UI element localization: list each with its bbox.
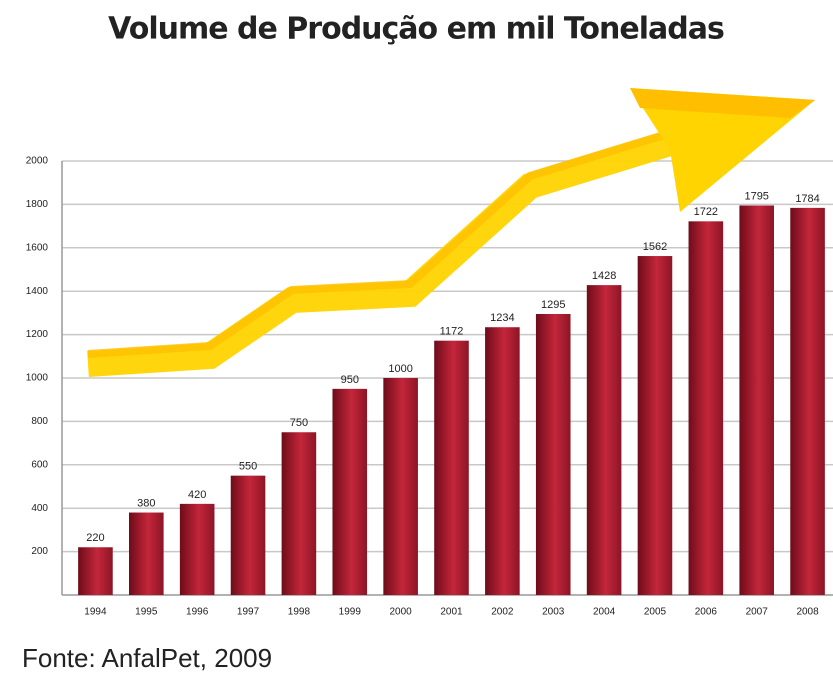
x-tick-label: 1997	[237, 607, 260, 618]
source-note: Fonte: AnfalPet, 2009	[22, 643, 272, 673]
value-label: 1795	[744, 190, 768, 202]
bar	[129, 513, 164, 595]
bar	[536, 314, 571, 595]
x-tick-label: 2005	[644, 607, 667, 618]
x-tick-label: 2003	[542, 607, 565, 618]
bar	[434, 341, 469, 595]
value-label: 1234	[490, 312, 514, 324]
value-label: 380	[137, 497, 155, 509]
bar	[282, 432, 317, 595]
x-tick-label: 2006	[695, 607, 718, 618]
value-label: 420	[188, 489, 206, 501]
y-tick-label: 400	[31, 503, 48, 514]
x-tick-label: 2007	[746, 607, 769, 618]
y-tick-label: 1600	[26, 242, 49, 253]
value-label: 1784	[795, 193, 819, 205]
x-tick-label: 1999	[339, 607, 362, 618]
value-label: 1295	[541, 299, 565, 311]
bar	[78, 547, 113, 595]
x-tick-label: 2004	[593, 607, 616, 618]
value-label: 1562	[643, 241, 667, 253]
bar	[638, 256, 673, 595]
x-tick-label: 2001	[440, 607, 463, 618]
bar	[689, 221, 724, 595]
value-label: 1722	[694, 206, 718, 218]
value-label: 1428	[592, 270, 616, 282]
value-label: 1000	[388, 363, 412, 375]
x-tick-label: 2000	[390, 607, 413, 618]
value-label: 950	[341, 374, 359, 386]
value-label: 750	[290, 417, 308, 429]
bar	[231, 476, 266, 595]
x-tick-label: 2008	[796, 607, 819, 618]
bar	[739, 205, 774, 595]
x-tick-label: 2002	[491, 607, 514, 618]
chart: Volume de Produção em mil Toneladas 2004…	[0, 0, 833, 679]
bar	[383, 378, 418, 595]
plot-area: 200 400 600 800 1000 1200 1400 1600 1800 2000 1994…	[26, 156, 833, 618]
y-tick-label: 600	[31, 459, 48, 470]
x-tick-label: 1994	[84, 607, 107, 618]
x-tick-label: 1998	[288, 607, 311, 618]
y-tick-label: 1400	[26, 286, 49, 297]
y-tick-label: 1800	[26, 199, 49, 210]
value-label: 1172	[440, 326, 464, 338]
bar	[180, 504, 215, 595]
x-tick-label: 1996	[186, 607, 209, 618]
y-tick-label: 1200	[26, 329, 49, 340]
y-tick-label: 2000	[26, 156, 49, 167]
bar	[587, 285, 622, 595]
y-tick-label: 1000	[26, 373, 49, 384]
chart-title: Volume de Produção em mil Toneladas	[108, 12, 724, 47]
bar	[790, 208, 825, 595]
y-tick-label: 800	[31, 416, 48, 427]
value-label: 220	[86, 532, 104, 544]
y-tick-label: 200	[31, 546, 48, 557]
bar	[485, 327, 520, 595]
value-label: 550	[239, 461, 257, 473]
x-tick-label: 1995	[135, 607, 158, 618]
bar	[332, 389, 367, 595]
